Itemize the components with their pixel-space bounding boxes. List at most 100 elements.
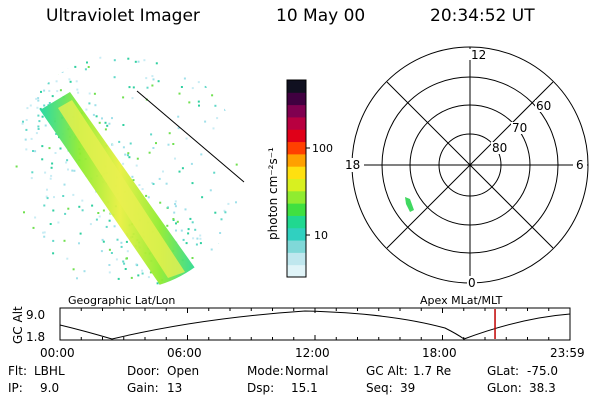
aurora-image bbox=[10, 55, 240, 290]
aurora-speckle-dot bbox=[43, 231, 46, 234]
aurora-speckle-dot bbox=[230, 91, 233, 94]
aurora-speckle-dot bbox=[183, 77, 186, 80]
aurora-speckle-dot bbox=[77, 91, 80, 94]
aurora-speckle-dot bbox=[146, 86, 149, 89]
aurora-speckle-dot bbox=[200, 153, 203, 156]
aurora-speckle-dot bbox=[19, 100, 21, 103]
aurora-speckle-dot bbox=[181, 167, 184, 170]
colorbar-segment bbox=[287, 264, 306, 278]
status-gcalt-value: 1.7 Re bbox=[413, 364, 452, 378]
aurora-speckle-dot bbox=[122, 260, 125, 263]
aurora-speckle-dot bbox=[66, 67, 69, 69]
aurora-speckle-dot bbox=[223, 209, 226, 212]
aurora-speckle-dot bbox=[78, 205, 81, 208]
aurora-speckle-dot bbox=[20, 233, 23, 236]
aurora-speckle-dot bbox=[100, 250, 103, 253]
aurora-speckle-dot bbox=[204, 120, 207, 123]
colorbar-segment bbox=[287, 80, 306, 93]
lat-label-70: 70 bbox=[512, 121, 527, 135]
aurora-speckle-dot bbox=[111, 117, 113, 120]
aurora-speckle-dot bbox=[46, 197, 49, 200]
aurora-speckle-dot bbox=[95, 115, 98, 118]
aurora-speckle-dot bbox=[76, 88, 79, 91]
aurora-speckle-dot bbox=[14, 263, 17, 266]
aurora-speckle-dot bbox=[39, 107, 42, 110]
status-dsp-label: Dsp: bbox=[247, 381, 275, 395]
status-glat-label: GLat: bbox=[487, 364, 520, 378]
aurora-speckle-dot bbox=[81, 209, 84, 212]
aurora-speckle-dot bbox=[85, 108, 88, 111]
aurora-speckle-dot bbox=[150, 133, 153, 136]
aurora-speckle-dot bbox=[44, 62, 47, 65]
aurora-speckle-dot bbox=[131, 97, 134, 100]
aurora-speckle-dot bbox=[128, 86, 131, 89]
aurora-speckle-dot bbox=[126, 250, 129, 253]
aurora-speckle-dot bbox=[230, 287, 233, 290]
aurora-speckle-dot bbox=[237, 209, 240, 212]
aurora-speckle-dot bbox=[84, 68, 87, 71]
aurora-speckle-dot bbox=[157, 80, 160, 83]
aurora-speckle-dot bbox=[135, 263, 138, 266]
aurora-speckle-dot bbox=[52, 252, 55, 255]
aurora-speckle-dot bbox=[183, 286, 186, 289]
status-glon-value: 38.3 bbox=[529, 381, 556, 395]
aurora-speckle-dot bbox=[178, 92, 181, 95]
status-dsp-value: 15.1 bbox=[291, 381, 318, 395]
aurora-speckle-dot bbox=[48, 147, 51, 150]
aurora-speckle-dot bbox=[98, 215, 101, 218]
aurora-speckle-dot bbox=[47, 77, 50, 80]
aurora-speckle-dot bbox=[214, 211, 217, 214]
aurora-speckle-dot bbox=[34, 58, 36, 61]
timeline-y-top: 9.0 bbox=[26, 308, 45, 322]
aurora-speckle-dot bbox=[22, 120, 24, 123]
aurora-speckle-dot bbox=[30, 137, 33, 140]
aurora-speckle-dot bbox=[11, 59, 14, 62]
aurora-speckle-dot bbox=[191, 270, 194, 272]
aurora-speckle-dot bbox=[143, 59, 146, 62]
aurora-speckle-dot bbox=[63, 239, 66, 242]
aurora-speckle-dot bbox=[172, 143, 175, 145]
aurora-speckle-dot bbox=[235, 270, 238, 273]
lat-label-60: 60 bbox=[536, 99, 551, 113]
colorbar bbox=[287, 80, 306, 278]
aurora-speckle-dot bbox=[137, 60, 140, 63]
colorbar-segment bbox=[287, 240, 306, 253]
aurora-speckle-dot bbox=[194, 228, 197, 231]
aurora-speckle-dot bbox=[67, 207, 70, 210]
aurora-speckle-dot bbox=[187, 228, 190, 231]
aurora-speckle-dot bbox=[177, 115, 180, 118]
aurora-speckle-dot bbox=[78, 242, 80, 245]
aurora-speckle-dot bbox=[218, 243, 221, 246]
aurora-speckle-dot bbox=[187, 282, 190, 285]
aurora-speckle-dot bbox=[29, 93, 32, 96]
aurora-speckle-dot bbox=[49, 223, 52, 225]
aurora-speckle-dot bbox=[132, 179, 135, 182]
aurora-speckle-dot bbox=[110, 252, 113, 254]
aurora-speckle-dot bbox=[41, 145, 44, 148]
aurora-speckle-dot bbox=[32, 150, 34, 152]
aurora-speckle-dot bbox=[40, 90, 42, 93]
status-seq-label: Seq: bbox=[366, 381, 393, 395]
aurora-speckle-dot bbox=[17, 275, 19, 278]
timeline-y-bottom: 1.8 bbox=[26, 330, 45, 344]
aurora-speckle-dot bbox=[30, 177, 33, 180]
aurora-speckle-dot bbox=[180, 229, 183, 232]
aurora-speckle-dot bbox=[101, 117, 103, 120]
observation-date: 10 May 00 bbox=[276, 6, 366, 26]
aurora-speckle-dot bbox=[120, 241, 123, 244]
aurora-speckle-dot bbox=[83, 270, 86, 273]
aurora-speckle-dot bbox=[124, 268, 127, 270]
aurora-speckle-dot bbox=[185, 242, 188, 245]
status-gcalt-label: GC Alt: bbox=[366, 364, 408, 378]
aurora-speckle-dot bbox=[199, 237, 202, 240]
aurora-speckle-dot bbox=[24, 61, 27, 64]
aurora-speckle-dot bbox=[124, 153, 127, 156]
aurora-speckle-dot bbox=[11, 214, 14, 217]
aurora-speckle-dot bbox=[184, 277, 187, 279]
aurora-speckle-dot bbox=[108, 248, 111, 251]
aurora-speckle-dot bbox=[210, 248, 213, 251]
aurora-speckle-dot bbox=[158, 177, 161, 180]
aurora-speckle-dot bbox=[141, 269, 144, 272]
aurora-speckle-dot bbox=[67, 168, 69, 171]
colorbar-frame bbox=[286, 79, 307, 278]
